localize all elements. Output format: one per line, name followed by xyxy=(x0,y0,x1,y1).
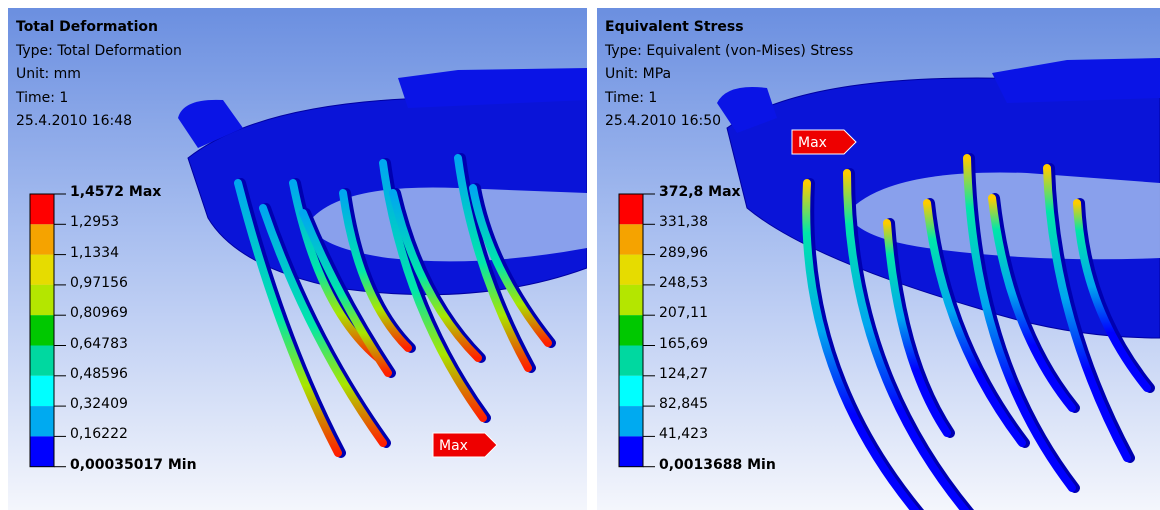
page: Max Total Deformation Type: Total Deform… xyxy=(0,0,1160,510)
legend-band xyxy=(619,315,643,345)
legend-band xyxy=(619,194,643,224)
result-type: Type: Total Deformation xyxy=(16,40,182,64)
result-date: 25.4.2010 16:50 xyxy=(605,110,853,134)
legend-label: 0,97156 xyxy=(70,275,128,291)
legend-band xyxy=(30,224,54,254)
legend-label: 0,0013688 Min xyxy=(659,457,776,473)
result-time: Time: 1 xyxy=(16,87,182,111)
legend-label: 124,27 xyxy=(659,366,708,382)
result-title: Total Deformation xyxy=(16,16,182,40)
legend-label: 0,16222 xyxy=(70,426,128,442)
legend-label: 331,38 xyxy=(659,214,708,230)
result-view: Max Total Deformation Type: Total Deform… xyxy=(8,8,587,510)
result-unit: Unit: mm xyxy=(16,63,182,87)
legend-label: 1,2953 xyxy=(70,214,119,230)
legend-label: 372,8 Max xyxy=(659,184,741,200)
legend-label: 1,4572 Max xyxy=(70,184,161,200)
legend-band xyxy=(30,315,54,345)
legend-band xyxy=(30,376,54,406)
result-time: Time: 1 xyxy=(605,87,853,111)
result-header: Equivalent Stress Type: Equivalent (von-… xyxy=(605,16,853,134)
legend-label: 82,845 xyxy=(659,396,708,412)
result-view: Max Equivalent Stress Type: Equivalent (… xyxy=(597,8,1160,510)
legend-band xyxy=(30,194,54,224)
legend-label: 0,80969 xyxy=(70,305,128,321)
legend-band xyxy=(619,406,643,436)
legend-label: 41,423 xyxy=(659,426,708,442)
legend-label: 165,69 xyxy=(659,336,708,352)
legend-band xyxy=(30,346,54,376)
probe-label: Max xyxy=(798,135,827,151)
legend-label: 0,32409 xyxy=(70,396,128,412)
legend-band xyxy=(30,255,54,285)
legend-label: 207,11 xyxy=(659,305,708,321)
result-title: Equivalent Stress xyxy=(605,16,853,40)
legend-band xyxy=(30,406,54,436)
result-unit: Unit: MPa xyxy=(605,63,853,87)
legend-label: 1,1334 xyxy=(70,245,119,261)
legend-label: 289,96 xyxy=(659,245,708,261)
legend-band xyxy=(619,376,643,406)
probe-label: Max xyxy=(439,438,468,454)
legend-band xyxy=(30,436,54,466)
legend-band xyxy=(619,224,643,254)
legend-band xyxy=(30,285,54,315)
result-type: Type: Equivalent (von-Mises) Stress xyxy=(605,40,853,64)
legend-band xyxy=(619,285,643,315)
result-date: 25.4.2010 16:48 xyxy=(16,110,182,134)
legend-label: 0,48596 xyxy=(70,366,128,382)
legend-band xyxy=(619,255,643,285)
legend-band xyxy=(619,346,643,376)
legend-label: 248,53 xyxy=(659,275,708,291)
flange-tab xyxy=(992,58,1160,103)
result-header: Total Deformation Type: Total Deformatio… xyxy=(16,16,182,134)
legend-label: 0,00035017 Min xyxy=(70,457,197,473)
legend-label: 0,64783 xyxy=(70,336,128,352)
legend-band xyxy=(619,436,643,466)
